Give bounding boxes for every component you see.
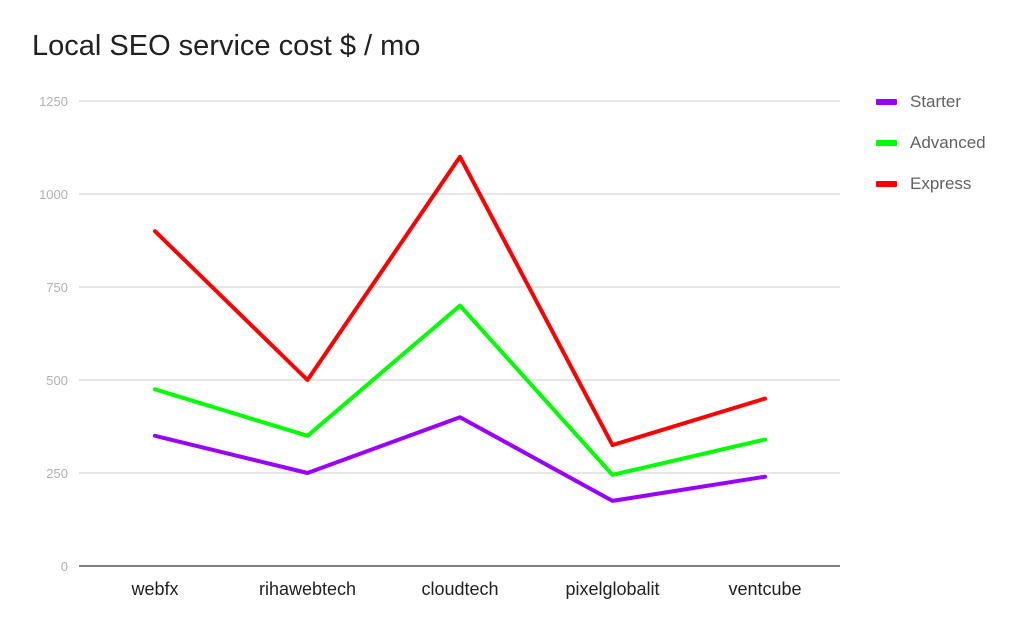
legend-swatch <box>876 99 897 105</box>
x-tick-label: ventcube <box>728 579 801 599</box>
y-tick-label: 1250 <box>39 94 68 109</box>
series-lines <box>153 154 767 503</box>
series-line-advanced <box>153 303 767 477</box>
gridlines <box>79 100 840 567</box>
legend-label: Advanced <box>910 133 986 152</box>
x-tick-label: rihawebtech <box>259 579 356 599</box>
y-tick-label: 0 <box>61 559 68 574</box>
y-tick-label: 1000 <box>39 187 68 202</box>
x-axis-ticks: webfx rihawebtech cloudtech pixelglobalit ve… <box>130 579 801 599</box>
legend-label: Express <box>910 174 972 193</box>
legend-item-advanced: Advanced <box>876 131 986 155</box>
x-tick-label: pixelglobalit <box>565 579 659 599</box>
legend-label: Starter <box>910 92 962 111</box>
x-tick-label: cloudtech <box>421 579 498 599</box>
legend-item-express: Express <box>876 172 986 196</box>
y-tick-label: 250 <box>46 466 68 481</box>
y-tick-label: 750 <box>46 280 68 295</box>
legend-swatch <box>876 140 897 146</box>
legend: Starter Advanced Express <box>876 90 986 213</box>
chart-title: Local SEO service cost $ / mo <box>32 30 421 62</box>
y-axis-ticks: 0 250 500 750 1000 1250 <box>39 94 68 574</box>
legend-item-starter: Starter <box>876 90 986 114</box>
legend-swatch <box>876 181 897 187</box>
series-line-express <box>153 154 767 448</box>
y-tick-label: 500 <box>46 373 68 388</box>
x-tick-label: webfx <box>130 579 178 599</box>
series-line-starter <box>153 415 767 503</box>
